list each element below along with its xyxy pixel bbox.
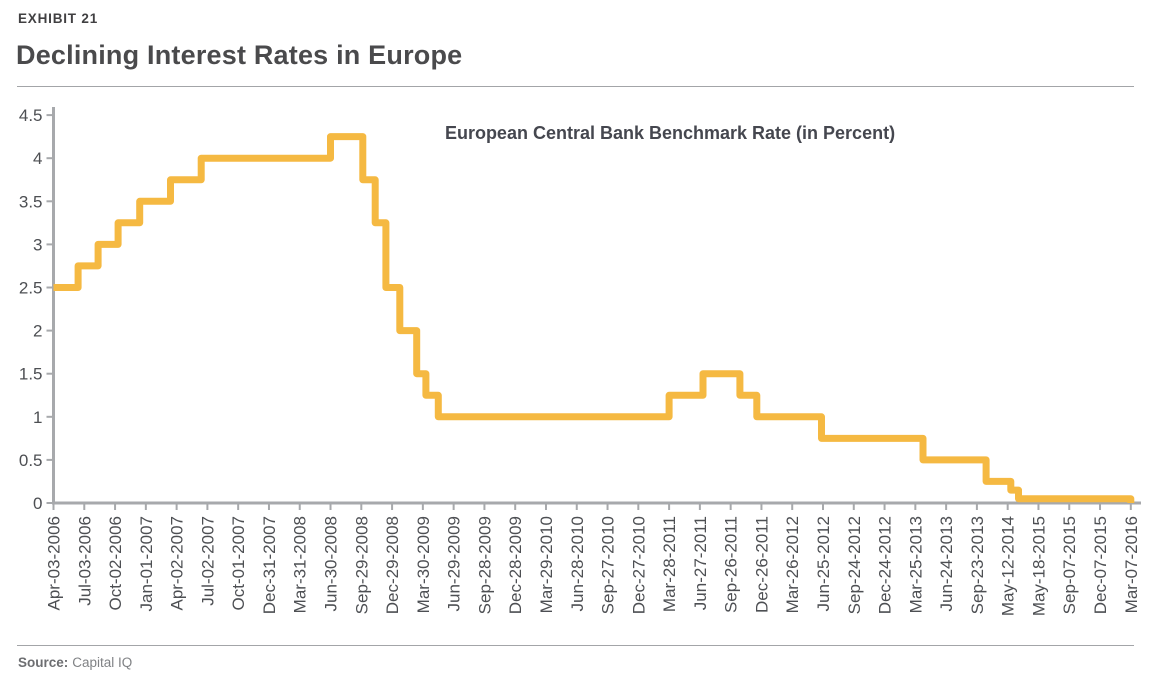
y-tick-label: 0 — [33, 494, 42, 513]
x-tick-label: Mar-31-2008 — [291, 516, 310, 613]
y-tick-label: 1 — [33, 408, 42, 427]
x-tick-label: Mar-30-2009 — [414, 516, 433, 613]
x-tick-label: Dec-07-2015 — [1091, 516, 1110, 614]
x-tick-label: Jan-01-2007 — [137, 516, 156, 611]
rate-step-line — [53, 133, 1135, 503]
x-tick-label: Apr-03-2006 — [45, 516, 64, 611]
x-tick-label: Oct-01-2007 — [229, 516, 248, 611]
x-tick-label: Jul-02-2007 — [198, 516, 217, 606]
footer-divider — [17, 645, 1134, 646]
x-tick-label: Dec-27-2010 — [629, 516, 648, 614]
x-tick-label: Sep-26-2011 — [722, 516, 741, 613]
x-tick-label: Dec-24-2012 — [876, 516, 895, 614]
y-tick-label: 2 — [33, 322, 42, 341]
x-tick-label: Dec-28-2009 — [506, 516, 525, 614]
x-tick-label: May-12-2014 — [999, 516, 1018, 616]
header-divider — [17, 86, 1134, 87]
x-tick-label: Mar-29-2010 — [537, 516, 556, 613]
y-tick-label: 2.5 — [19, 279, 43, 298]
y-tick-label: 1.5 — [19, 365, 43, 384]
chart-annotation: European Central Bank Benchmark Rate (in… — [445, 123, 895, 143]
x-tick-label: Sep-29-2008 — [352, 516, 371, 614]
chart-area: 0 0.5 1 1.5 2 2.5 3 3.5 4 4.5 Apr-03-2006 Jul-03-20… — [0, 95, 1150, 655]
x-tick-label: Jun-30-2008 — [322, 516, 341, 611]
y-tick-label: 4 — [33, 149, 42, 168]
x-tick-label: Mar-25-2013 — [906, 516, 925, 613]
exhibit-label: EXHIBIT 21 — [18, 11, 99, 26]
x-tick-label: Jun-27-2011 — [691, 516, 710, 610]
x-tick-label: Sep-28-2009 — [475, 516, 494, 614]
x-tick-label: Jul-03-2006 — [75, 516, 94, 606]
source-value: Capital IQ — [72, 655, 133, 670]
x-tick-label: Mar-07-2016 — [1122, 516, 1141, 613]
x-tick-label: May-18-2015 — [1029, 516, 1048, 616]
y-tick-label: 3.5 — [19, 192, 43, 211]
x-tick-label: Sep-23-2013 — [968, 516, 987, 614]
y-tick-label: 0.5 — [19, 451, 43, 470]
x-tick-label: Mar-26-2012 — [783, 516, 802, 613]
x-tick-label: Dec-31-2007 — [260, 516, 279, 614]
x-tick-label: Sep-07-2015 — [1060, 516, 1079, 614]
x-tick-label: Apr-02-2007 — [168, 516, 187, 611]
x-tick-label: Jun-28-2010 — [568, 516, 587, 611]
ecb-rate-line-chart: 0 0.5 1 1.5 2 2.5 3 3.5 4 4.5 Apr-03-2006 Jul-03-20… — [19, 106, 1141, 616]
x-tick-label: Jun-25-2012 — [814, 516, 833, 611]
x-tick-label: Jun-24-2013 — [937, 516, 956, 611]
source-label: Source: — [18, 655, 69, 670]
source-line: Source: Capital IQ — [18, 655, 132, 670]
x-tick-label: Sep-27-2010 — [599, 516, 618, 614]
x-tick-label: Dec-29-2008 — [383, 516, 402, 614]
page-title: Declining Interest Rates in Europe — [16, 40, 463, 70]
y-tick-label: 4.5 — [19, 106, 43, 125]
x-tick-label: Oct-02-2006 — [106, 516, 125, 611]
x-tick-label: Dec-26-2011 — [752, 516, 771, 613]
x-tick-label: Jun-29-2009 — [445, 516, 464, 611]
y-tick-label: 3 — [33, 235, 42, 254]
x-tick-label: Sep-24-2012 — [845, 516, 864, 614]
x-tick-label: Mar-28-2011 — [660, 516, 679, 612]
